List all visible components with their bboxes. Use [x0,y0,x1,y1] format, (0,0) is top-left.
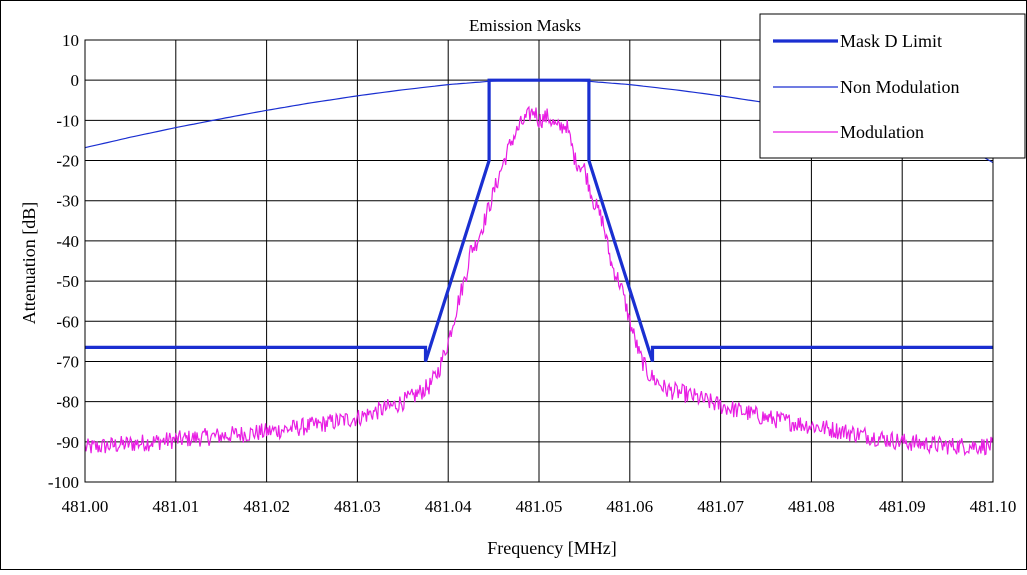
y-tick-label: -50 [56,272,79,291]
y-tick-label: -100 [48,473,79,492]
y-tick-label: -60 [56,312,79,331]
chart-title: Emission Masks [469,16,581,35]
y-tick-label: -80 [56,393,79,412]
y-tick-label: -90 [56,433,79,452]
x-tick-label: 481.00 [62,497,109,516]
legend: Mask D Limit Non Modulation Modulation [759,13,1026,159]
legend-label-modulation: Modulation [840,122,924,142]
y-axis-title: Attenuation [dB] [19,202,39,324]
x-tick-label: 481.07 [697,497,744,516]
y-tick-label: -40 [56,232,79,251]
y-tick-label: -10 [56,111,79,130]
x-tick-label: 481.03 [334,497,381,516]
x-tick-label: 481.04 [425,497,472,516]
y-tick-label: 0 [71,71,80,90]
legend-box [759,13,1026,159]
x-tick-label: 481.01 [152,497,199,516]
y-tick-label: 10 [62,31,79,50]
plot-frame [84,39,994,483]
y-tick-label: -30 [56,192,79,211]
y-tick-label: -20 [56,152,79,171]
y-tick-label: -70 [56,352,79,371]
x-tick-label: 481.09 [879,497,926,516]
x-tick-labels: 481.00 481.01 481.02 481.03 481.04 481.05 481.… [62,497,1017,516]
x-tick-label: 481.06 [606,497,653,516]
x-axis-title: Frequency [MHz] [487,538,616,558]
x-tick-label: 481.02 [243,497,290,516]
y-tick-labels: 10 0 -10 -20 -30 -40 -50 -60 -70 -80 -90 -100 [48,31,79,492]
series-line-modulation [84,105,994,457]
x-tick-label: 481.08 [788,497,835,516]
legend-label-non-modulation: Non Modulation [840,77,960,97]
legend-label-mask-d-limit: Mask D Limit [840,31,942,51]
x-tick-label: 481.10 [970,497,1017,516]
x-tick-label: 481.05 [516,497,563,516]
